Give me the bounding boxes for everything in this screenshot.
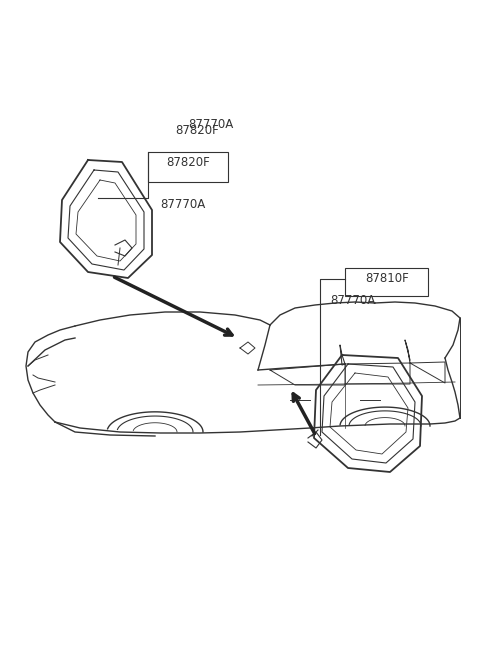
Text: 87770A: 87770A: [330, 293, 375, 307]
Text: 87810F: 87810F: [365, 272, 409, 286]
Text: 87820F: 87820F: [166, 155, 210, 168]
Text: 87770A: 87770A: [160, 198, 205, 212]
Bar: [148, 152, 228, 182]
Text: 87820F: 87820F: [175, 124, 219, 136]
Bar: [345, 268, 428, 296]
Text: 87770A: 87770A: [188, 119, 233, 132]
